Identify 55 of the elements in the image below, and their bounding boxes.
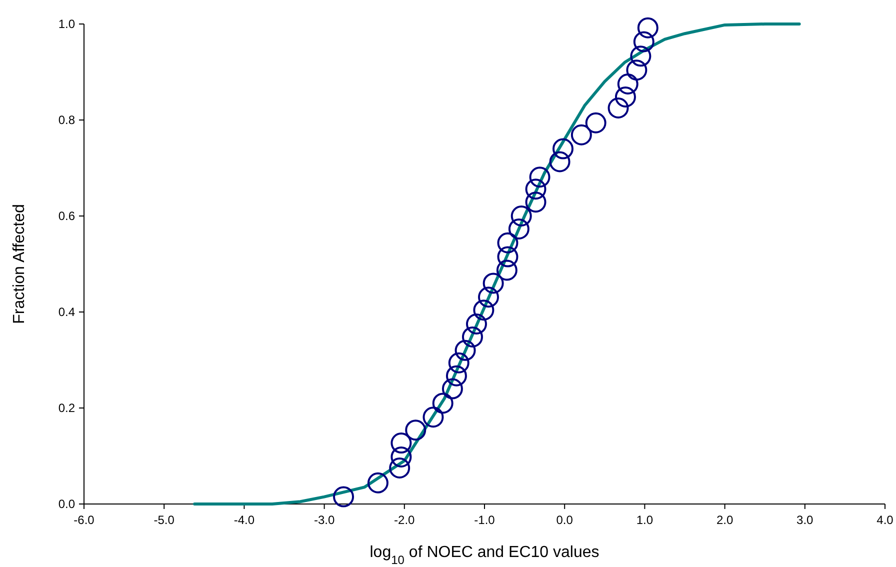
point: [617, 74, 638, 94]
point: [442, 378, 463, 400]
point: [552, 138, 574, 160]
x-axis-title: log$_{10}$ of NOEC and EC10 values: [370, 544, 600, 567]
point: [508, 218, 530, 240]
point: [549, 151, 570, 172]
x-tick-label: -4.0: [234, 513, 255, 527]
y-tick-label: 0.2: [58, 401, 76, 415]
point: [496, 260, 518, 281]
point: [497, 246, 518, 268]
point: [497, 232, 518, 254]
point: [390, 432, 412, 454]
y-tick-label: 0.6: [58, 209, 76, 223]
point: [446, 365, 467, 386]
point: [630, 46, 652, 67]
x-tick-label: 4.0: [876, 513, 894, 527]
x-tick-label: 3.0: [796, 513, 814, 527]
point: [473, 300, 494, 321]
x-tick-label: -5.0: [154, 513, 175, 527]
x-tick-label: 0.0: [556, 513, 574, 527]
y-axis-title: Fraction Affected: [11, 204, 28, 324]
point: [333, 486, 354, 508]
point: [390, 446, 412, 468]
point: [462, 326, 483, 348]
x-tick-label: -6.0: [74, 513, 95, 527]
point: [367, 472, 388, 494]
point: [482, 272, 504, 294]
point: [585, 112, 606, 134]
x-tick-label: 1.0: [636, 513, 654, 527]
y-tick-label: 0.0: [58, 497, 76, 511]
point: [448, 352, 470, 374]
point: [608, 98, 629, 118]
point: [626, 60, 648, 81]
x-tick-label: -1.0: [474, 513, 496, 527]
point: [529, 166, 550, 188]
point: [510, 206, 532, 226]
point: [422, 406, 444, 428]
x-tick-label: -3.0: [314, 513, 335, 527]
point: [637, 17, 658, 38]
point: [614, 86, 636, 108]
point: [432, 392, 454, 414]
x-tick-label: 2.0: [716, 513, 734, 527]
point: [389, 458, 410, 478]
point: [478, 286, 500, 308]
y-tick-label: 1.0: [58, 17, 76, 31]
point: [525, 178, 546, 200]
point: [525, 192, 546, 213]
point: [454, 340, 476, 361]
point: [405, 420, 426, 441]
x-tick-label: -2.0: [394, 513, 416, 527]
y-tick-label: 0.4: [58, 305, 76, 319]
y-tick-label: 0.8: [58, 113, 76, 127]
point: [633, 31, 654, 52]
point: [466, 314, 487, 334]
point: [570, 124, 592, 146]
